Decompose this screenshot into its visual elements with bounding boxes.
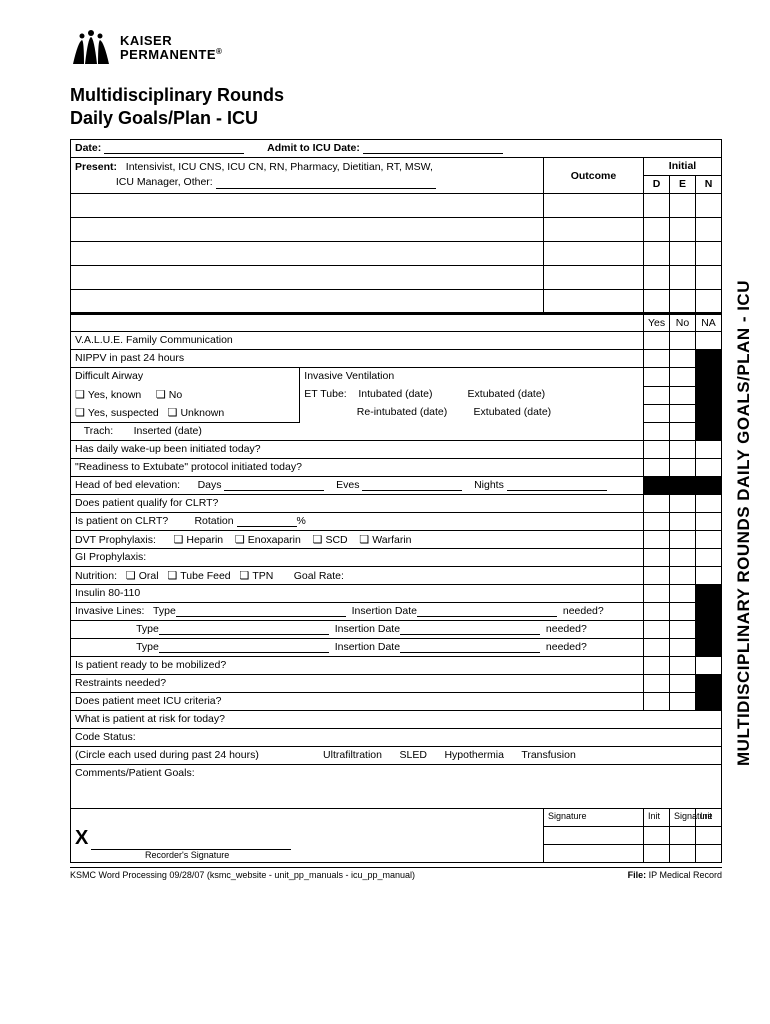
rotation-field[interactable] xyxy=(237,515,297,527)
yes-suspected-checkbox[interactable]: Yes, suspected xyxy=(75,407,159,419)
logo-block: KAISER PERMANENTE® xyxy=(70,30,722,66)
page: KAISER PERMANENTE® Multidisciplinary Rou… xyxy=(0,0,770,890)
nippv-row: NIPPV in past 24 hours xyxy=(71,350,722,368)
type-field-3[interactable] xyxy=(159,641,329,653)
footer-right: File: IP Medical Record xyxy=(628,870,722,880)
yesno-header-row: Yes No NA xyxy=(71,314,722,332)
blank-row[interactable] xyxy=(71,194,722,218)
admit-label: Admit to ICU Date: xyxy=(267,142,360,154)
unknown-checkbox[interactable]: Unknown xyxy=(168,407,225,419)
scd-checkbox[interactable]: SCD xyxy=(313,534,348,546)
blank-row[interactable] xyxy=(71,242,722,266)
airway-opts-2: Yes, suspected Unknown Re-intubated (dat… xyxy=(71,404,722,423)
readiness-row: "Readiness to Extubate" protocol initiat… xyxy=(71,459,722,477)
airway-opts-1: Yes, known No ET Tube: Intubated (date) … xyxy=(71,386,722,404)
footer-left: KSMC Word Processing 09/28/07 (ksmc_webs… xyxy=(70,870,415,880)
enoxaparin-checkbox[interactable]: Enoxaparin xyxy=(235,534,301,546)
e-header: E xyxy=(669,176,695,194)
present-cell: Present: Intensivist, ICU CNS, ICU CN, R… xyxy=(71,158,544,194)
x-mark: X xyxy=(75,827,88,849)
wakeup-row: Has daily wake-up been initiated today? xyxy=(71,441,722,459)
date-row: Date: Admit to ICU Date: xyxy=(71,140,722,158)
warfarin-checkbox[interactable]: Warfarin xyxy=(359,534,411,546)
tubefeed-checkbox[interactable]: Tube Feed xyxy=(167,570,230,582)
n-header: N xyxy=(695,176,721,194)
comments-row: Comments/Patient Goals: xyxy=(71,765,722,809)
value-row: V.A.L.U.E. Family Communication xyxy=(71,332,722,350)
sig-label-2: Signature xyxy=(669,809,695,827)
at-risk-row: What is patient at risk for today? xyxy=(71,711,722,729)
document-title: Multidisciplinary Rounds Daily Goals/Pla… xyxy=(70,84,722,129)
logo-line1: KAISER xyxy=(120,33,172,48)
type-field-1[interactable] xyxy=(176,605,346,617)
eves-field[interactable] xyxy=(362,479,462,491)
invasive-line-2: Type Insertion Date needed? xyxy=(71,621,722,639)
sig-label-1: Signature xyxy=(543,809,643,827)
invasive-line-3: Type Insertion Date needed? xyxy=(71,639,722,657)
invasive-line-1: Invasive Lines: Type Insertion Date need… xyxy=(71,603,722,621)
nights-field[interactable] xyxy=(507,479,607,491)
logo-text: KAISER PERMANENTE® xyxy=(120,34,222,63)
blank-row[interactable] xyxy=(71,266,722,290)
hob-row: Head of bed elevation: Days Eves Nights xyxy=(71,477,722,495)
title-line-1: Multidisciplinary Rounds xyxy=(70,85,284,105)
type-field-2[interactable] xyxy=(159,623,329,635)
vertical-side-label: MULTIDISCIPLINARY ROUNDS DAILY GOALS/PLA… xyxy=(734,280,754,766)
insertion-field-1[interactable] xyxy=(417,605,557,617)
trach-row: Trach: Inserted (date) xyxy=(71,423,722,441)
init-label-1: Init xyxy=(643,809,669,827)
present-text: Intensivist, ICU CNS, ICU CN, RN, Pharma… xyxy=(126,161,433,173)
restraints-row: Restraints needed? xyxy=(71,675,722,693)
d-header: D xyxy=(643,176,669,194)
date-field[interactable] xyxy=(104,142,244,154)
code-status-row: Code Status: xyxy=(71,729,722,747)
recorder-sig-field[interactable] xyxy=(91,838,291,850)
difficult-airway-row: Difficult Airway Invasive Ventilation xyxy=(71,368,722,387)
gi-row: GI Prophylaxis: xyxy=(71,549,722,567)
clrt-qualify-row: Does patient qualify for CLRT? xyxy=(71,495,722,513)
oral-checkbox[interactable]: Oral xyxy=(126,570,159,582)
na-header: NA xyxy=(695,314,721,332)
clrt-on-row: Is patient on CLRT? Rotation % xyxy=(71,513,722,531)
nutrition-row: Nutrition: Oral Tube Feed TPN Goal Rate: xyxy=(71,567,722,585)
days-field[interactable] xyxy=(224,479,324,491)
outcome-header: Outcome xyxy=(543,158,643,194)
date-label: Date: xyxy=(75,142,101,154)
sig-header-row: X Recorder's Signature Signature Init Si… xyxy=(71,809,722,827)
insertion-field-3[interactable] xyxy=(400,641,540,653)
yes-header: Yes xyxy=(643,314,669,332)
admit-date-field[interactable] xyxy=(363,142,503,154)
present-text2: ICU Manager, Other: xyxy=(116,176,213,188)
blank-row[interactable] xyxy=(71,218,722,242)
title-line-2: Daily Goals/Plan - ICU xyxy=(70,108,258,128)
dvt-row: DVT Prophylaxis: Heparin Enoxaparin SCD … xyxy=(71,531,722,549)
circle-each-row: (Circle each used during past 24 hours) … xyxy=(71,747,722,765)
form-table: Date: Admit to ICU Date: Present: Intens… xyxy=(70,139,722,863)
present-label: Present: xyxy=(75,161,117,173)
recorder-label: Recorder's Signature xyxy=(145,850,229,860)
present-header-row: Present: Intensivist, ICU CNS, ICU CN, R… xyxy=(71,158,722,176)
blank-row[interactable] xyxy=(71,290,722,314)
insertion-field-2[interactable] xyxy=(400,623,540,635)
logo-reg: ® xyxy=(216,47,222,56)
logo-line2: PERMANENTE xyxy=(120,47,216,62)
na-blocked xyxy=(695,350,721,368)
present-other-field[interactable] xyxy=(216,177,436,189)
init-label-2: Init xyxy=(695,809,721,827)
insulin-row: Insulin 80-110 xyxy=(71,585,722,603)
tpn-checkbox[interactable]: TPN xyxy=(239,570,273,582)
footer: KSMC Word Processing 09/28/07 (ksmc_webs… xyxy=(70,867,722,880)
icu-criteria-row: Does patient meet ICU criteria? xyxy=(71,693,722,711)
heparin-checkbox[interactable]: Heparin xyxy=(173,534,223,546)
yes-known-checkbox[interactable]: Yes, known xyxy=(75,389,141,401)
mobilized-row: Is patient ready to be mobilized? xyxy=(71,657,722,675)
no-header: No xyxy=(669,314,695,332)
kaiser-logo-icon xyxy=(70,30,112,66)
initial-header: Initial xyxy=(643,158,721,176)
no-checkbox[interactable]: No xyxy=(156,389,182,401)
